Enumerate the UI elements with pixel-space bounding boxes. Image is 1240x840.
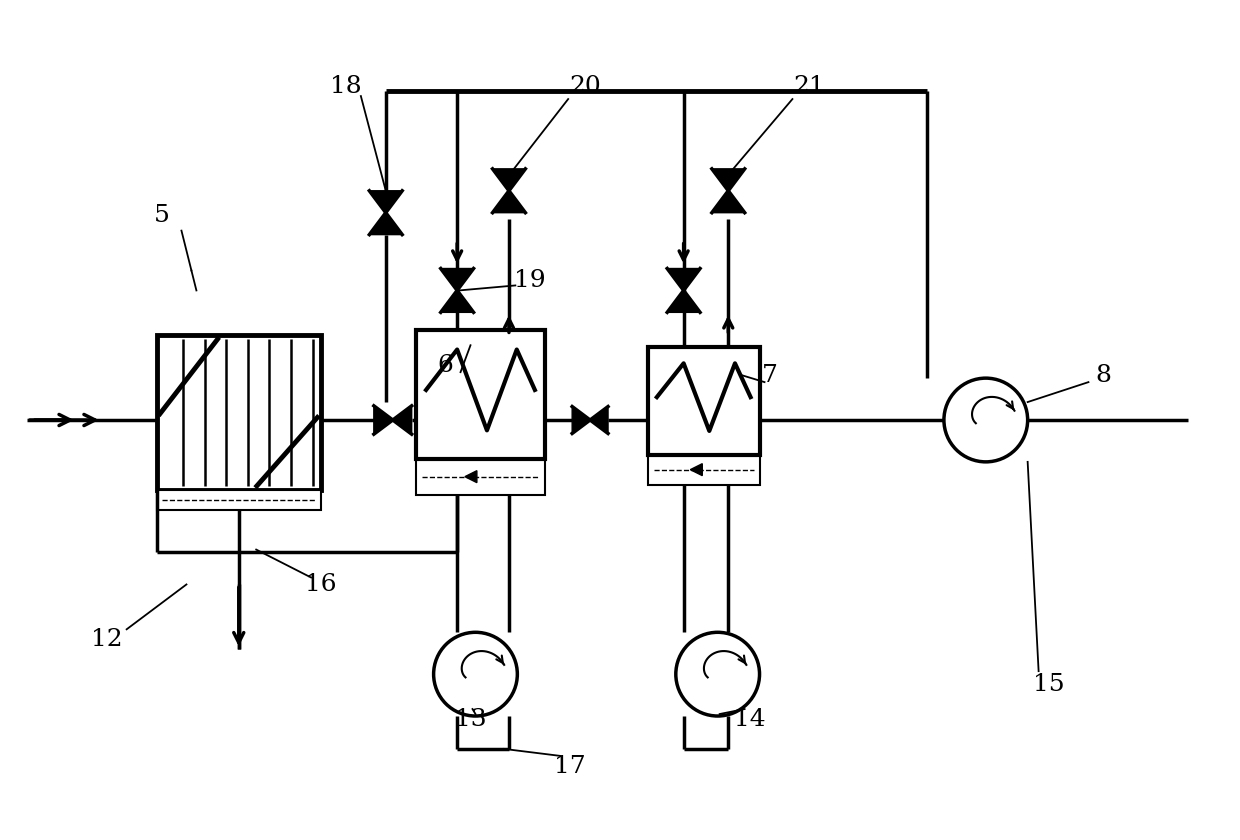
Text: 19: 19: [515, 269, 546, 292]
Text: 6: 6: [438, 354, 454, 376]
Text: 12: 12: [91, 627, 123, 651]
Polygon shape: [440, 269, 474, 291]
Bar: [156, 490, 321, 510]
Polygon shape: [667, 269, 701, 291]
Text: 14: 14: [734, 707, 765, 731]
Polygon shape: [492, 169, 526, 191]
Polygon shape: [712, 169, 745, 191]
Polygon shape: [370, 213, 402, 234]
Bar: [156, 335, 321, 490]
Bar: [649, 347, 760, 454]
Polygon shape: [393, 406, 412, 434]
Polygon shape: [667, 291, 701, 312]
Polygon shape: [712, 191, 745, 213]
Polygon shape: [440, 291, 474, 312]
Polygon shape: [492, 191, 526, 213]
Text: 15: 15: [1033, 673, 1064, 696]
Polygon shape: [370, 191, 402, 213]
Circle shape: [944, 378, 1028, 462]
Polygon shape: [691, 464, 702, 475]
Text: 17: 17: [554, 755, 587, 779]
Circle shape: [676, 633, 760, 716]
Text: 16: 16: [305, 573, 337, 596]
Text: 5: 5: [154, 204, 170, 227]
Bar: [415, 459, 546, 495]
Circle shape: [434, 633, 517, 716]
Text: 20: 20: [569, 75, 601, 97]
Polygon shape: [465, 470, 477, 483]
Text: 7: 7: [761, 364, 777, 386]
Polygon shape: [590, 407, 608, 433]
Polygon shape: [572, 407, 590, 433]
Bar: [649, 454, 760, 485]
Text: 18: 18: [330, 75, 362, 97]
Text: 21: 21: [794, 75, 825, 97]
Bar: [415, 330, 546, 459]
Text: 8: 8: [1095, 364, 1111, 386]
Text: 13: 13: [455, 707, 486, 731]
Polygon shape: [373, 406, 393, 434]
